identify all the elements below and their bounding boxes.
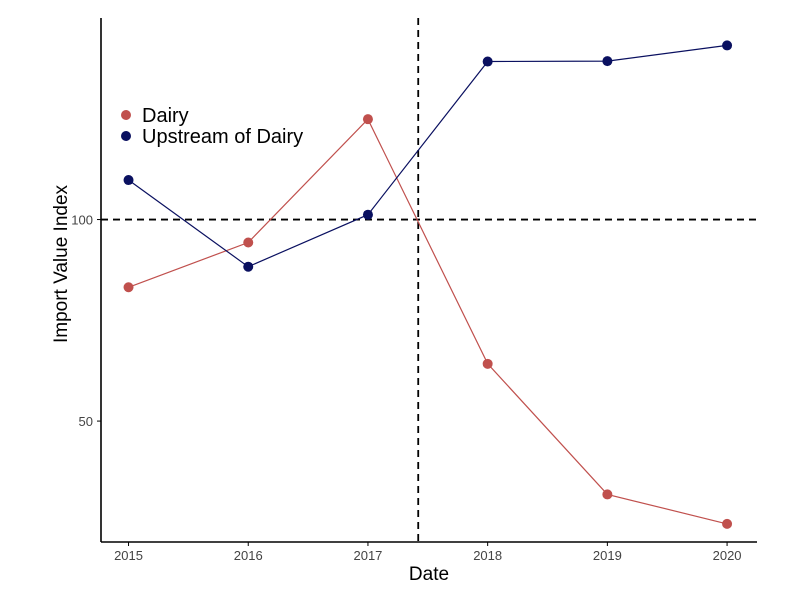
series-layer	[123, 40, 733, 529]
x-tick-label: 2019	[593, 548, 622, 563]
series-dairy	[123, 114, 733, 529]
x-tick-label: 2016	[234, 548, 263, 563]
data-point-dairy	[602, 489, 613, 500]
data-point-dairy	[482, 358, 493, 369]
data-point-upstream-of-dairy	[243, 261, 254, 272]
series-line-upstream-of-dairy	[128, 44, 728, 268]
tick-labels: 2015 2016 2017 2018 2019 2020 50 100	[71, 213, 741, 563]
legend: Dairy Upstream of Dairy	[121, 105, 303, 148]
series-line-dairy	[128, 118, 728, 525]
data-point-upstream-of-dairy	[482, 56, 493, 67]
x-axis-title: Date	[409, 564, 449, 585]
data-point-dairy	[722, 518, 733, 529]
legend-label-upstream-of-dairy: Upstream of Dairy	[142, 126, 303, 148]
data-point-dairy	[123, 282, 134, 293]
x-tick-label: 2018	[473, 548, 502, 563]
x-tick-label: 2015	[114, 548, 143, 563]
data-point-upstream-of-dairy	[722, 40, 733, 51]
data-point-upstream-of-dairy	[362, 209, 373, 220]
x-tick-label: 2017	[353, 548, 382, 563]
y-axis-title: Import Value Index	[51, 184, 72, 343]
data-point-dairy	[362, 114, 373, 125]
y-tick-label: 50	[79, 414, 93, 429]
series-upstream-of-dairy	[123, 40, 733, 272]
legend-label-dairy: Dairy	[142, 105, 189, 127]
data-point-upstream-of-dairy	[602, 56, 613, 67]
legend-marker-dairy	[121, 110, 131, 120]
reference-lines	[101, 18, 757, 542]
data-point-dairy	[243, 237, 254, 248]
data-point-upstream-of-dairy	[123, 175, 134, 186]
x-tick-label: 2020	[713, 548, 742, 563]
legend-marker-upstream-of-dairy	[121, 131, 131, 141]
y-tick-label: 100	[71, 213, 93, 228]
axes	[100, 18, 757, 543]
